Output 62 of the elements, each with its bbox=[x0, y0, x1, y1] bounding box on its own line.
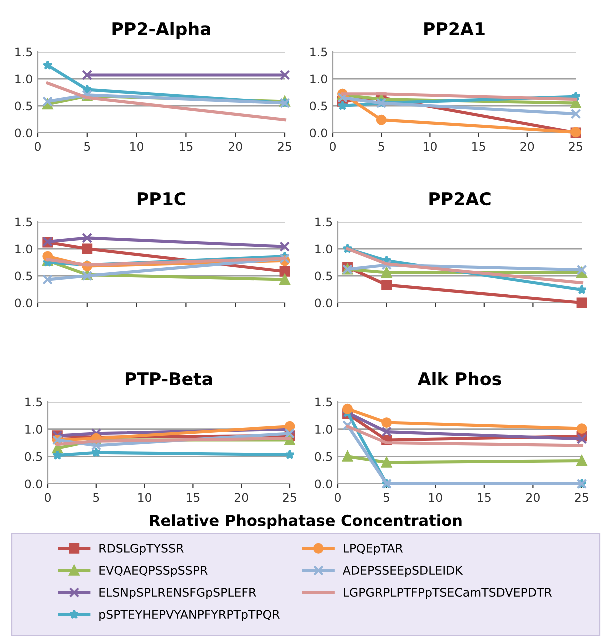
y-tick-label: 1.5 bbox=[16, 48, 32, 57]
y-tick-label: 0.5 bbox=[15, 272, 32, 281]
chart-title: PP2AC bbox=[430, 192, 491, 206]
x-tick-label: 15 bbox=[478, 493, 491, 502]
x-tick-label: 10 bbox=[130, 142, 144, 152]
y-tick-label: 0.0 bbox=[315, 480, 332, 489]
x-tick-label: 20 bbox=[234, 493, 248, 502]
chart-title: PP1C bbox=[138, 192, 186, 206]
y-tick-label: 1.0 bbox=[316, 425, 332, 434]
x-tick-label: 5 bbox=[378, 142, 384, 152]
y-tick-label: 0.5 bbox=[25, 452, 42, 462]
y-tick-label: 0.0 bbox=[25, 480, 42, 489]
chart-title: PP2-Alpha bbox=[112, 22, 210, 39]
x-tick-label: 5 bbox=[384, 493, 390, 502]
y-tick-label: 1.5 bbox=[316, 398, 332, 407]
legend-label: LGPGRPLPTFPpTSECamTSDVEPDTR bbox=[344, 588, 552, 600]
x-tick-label: 20 bbox=[228, 142, 242, 152]
y-tick-label: 1.5 bbox=[16, 218, 32, 227]
x-tick-label: 0 bbox=[330, 142, 336, 152]
x-tick-label: 15 bbox=[186, 493, 200, 502]
chart-title: PP2A1 bbox=[424, 22, 485, 36]
y-tick-label: 0.5 bbox=[15, 102, 32, 111]
x-tick-label: 20 bbox=[520, 142, 534, 152]
y-tick-label: 0.5 bbox=[310, 102, 328, 111]
y-tick-label: 1.0 bbox=[316, 244, 332, 254]
y-tick-label: 0.5 bbox=[315, 272, 332, 281]
x-tick-label: 5 bbox=[94, 493, 100, 502]
legend-label: EVQAEQPSSpSSPR bbox=[100, 566, 208, 578]
legend-label: RDSLGpTYSSR bbox=[100, 544, 184, 556]
chart-title: PTP-Beta bbox=[126, 372, 212, 386]
y-tick-label: 1.0 bbox=[16, 244, 32, 254]
x-tick-label: 25 bbox=[283, 493, 296, 502]
y-tick-label: 0.0 bbox=[310, 128, 328, 138]
y-tick-label: 1.0 bbox=[16, 74, 32, 84]
y-tick-label: 0.5 bbox=[315, 452, 332, 462]
x-tick-label: 15 bbox=[180, 142, 193, 152]
x-tick-label: 25 bbox=[569, 142, 582, 152]
legend-label: ADEPSSEEpSDLEIDK bbox=[342, 566, 464, 578]
x-tick-label: 10 bbox=[424, 142, 437, 152]
chart-title: Alk Phos bbox=[418, 372, 502, 386]
x-tick-label: 10 bbox=[138, 493, 152, 502]
x-axis-title: Relative Phosphatase Concentration bbox=[150, 514, 462, 530]
legend-label: ELSNpSPLRENSFGpSPLEFR bbox=[100, 588, 256, 600]
x-tick-label: 25 bbox=[575, 493, 588, 502]
y-tick-label: 0.0 bbox=[15, 298, 32, 308]
y-tick-label: 0.0 bbox=[315, 298, 332, 308]
legend-label: LPQEpTAR bbox=[344, 544, 404, 556]
x-tick-label: 0 bbox=[45, 493, 51, 502]
y-tick-label: 1.5 bbox=[26, 398, 42, 407]
x-tick-label: 15 bbox=[472, 142, 486, 152]
x-tick-label: 0 bbox=[35, 142, 41, 152]
x-tick-label: 20 bbox=[526, 493, 540, 502]
x-tick-label: 0 bbox=[335, 493, 341, 502]
legend-label: pSPTEYHEPVYANPFYRPTpTPQR bbox=[100, 610, 280, 622]
y-tick-label: 1.5 bbox=[310, 48, 328, 57]
x-tick-label: 5 bbox=[84, 142, 90, 152]
x-tick-label: 10 bbox=[429, 493, 442, 502]
y-tick-label: 1.0 bbox=[310, 74, 328, 84]
y-tick-label: 0.0 bbox=[15, 128, 32, 138]
y-tick-label: 1.5 bbox=[316, 218, 332, 227]
x-tick-label: 25 bbox=[278, 142, 292, 152]
y-tick-label: 1.0 bbox=[26, 425, 42, 434]
